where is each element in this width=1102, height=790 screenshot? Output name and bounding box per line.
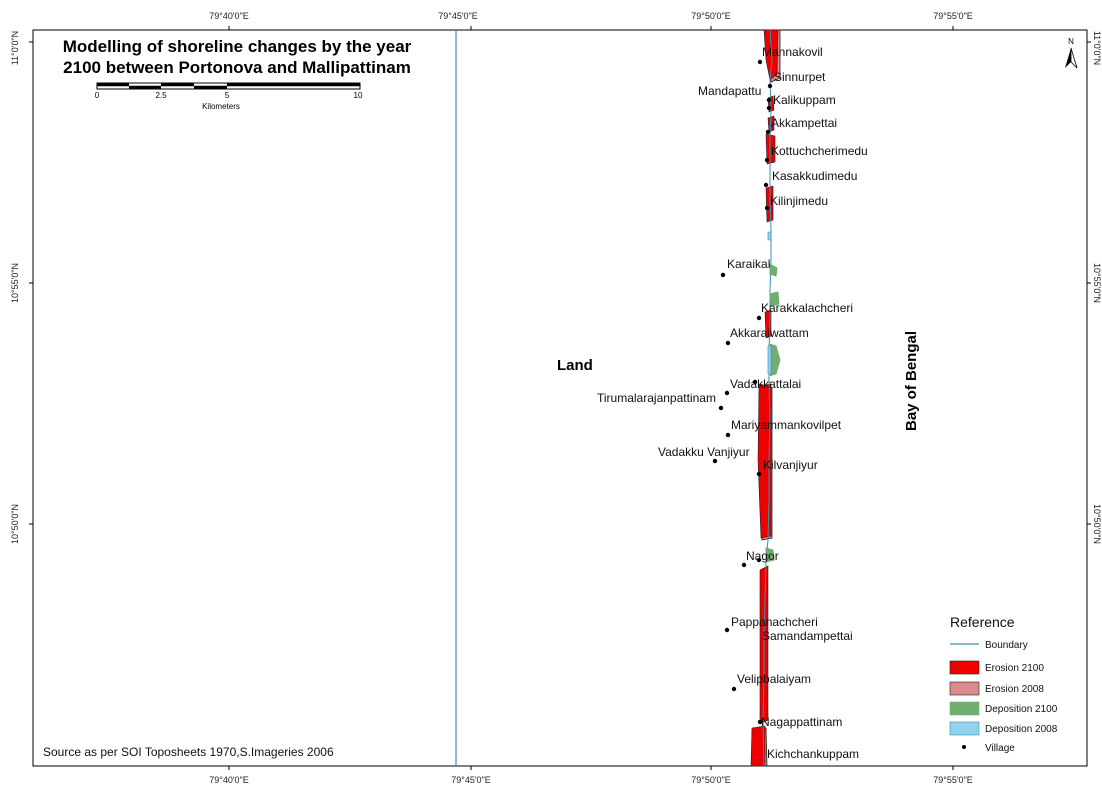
scale-bar [96,82,361,90]
graticule-bottom-label: 79°55'0"E [933,775,973,785]
village-point [757,59,763,65]
village-label: Mandapattu [698,84,761,98]
graticule-right-label: 10°55'0"N [1092,263,1102,303]
graticule-left-label: 10°50'0"N [10,504,20,544]
north-arrow-label: N [1068,37,1074,46]
graticule-bottom-label: 79°45'0"E [451,775,491,785]
graticule-right-label: 11°0'0"N [1092,31,1102,65]
sea-label: Bay of Bengal [903,331,920,431]
deposition-2100-zone [765,547,775,563]
village-point [767,83,773,89]
legend-item-label: Deposition 2100 [985,704,1058,715]
scale-tick-label: 2.5 [155,91,167,100]
legend-deposition-2008-swatch [949,721,980,736]
legend-item-label: Erosion 2008 [985,684,1044,695]
village-point [757,719,763,725]
legend-item-label: Deposition 2008 [985,724,1058,735]
graticule-top-label: 79°40'0"E [209,11,249,21]
village-label: Pappanachcheri [731,615,818,629]
village-label: Vadakku Vanjiyur [658,445,750,459]
village-point [725,432,731,438]
village-point [756,471,762,477]
village-label: Vadakkattalai [730,377,801,391]
map-frame [32,29,1088,767]
graticule-top-label: 79°45'0"E [438,11,478,21]
deposition-2008-zone [767,345,772,375]
map-title-line-2: 2100 between Portonova and Mallipattinam [63,58,411,77]
deposition-2100-zone [769,263,778,277]
village-point [752,379,758,385]
source-note: Source as per SOI Toposheets 1970,S.Imag… [43,745,334,759]
scale-tick-label: 0 [95,91,100,100]
graticule-top-label: 79°50'0"E [691,11,731,21]
village-point [765,129,771,135]
legend-title: Reference [950,614,1015,630]
village-point [764,205,770,211]
village-point [756,557,762,563]
village-label: Kottuchcherimedu [771,144,868,158]
village-label: Akkaraiwattam [730,326,809,340]
legend-item-label: Boundary [985,640,1028,651]
legend-erosion-2100-swatch [949,660,980,675]
graticule-left-label: 11°0'0"N [10,31,20,65]
erosion-2100-zone [763,29,779,81]
scale-tick-label: 5 [225,91,230,100]
village-point [725,340,731,346]
deposition-2100-zone [769,291,780,307]
village-label: Akkampettai [771,116,837,130]
legend-erosion-2008-swatch [949,681,980,696]
village-point [731,686,737,692]
deposition-2008-zone [767,231,772,241]
village-point [724,390,730,396]
legend-item-label: Erosion 2100 [985,663,1044,674]
graticule-bottom-label: 79°50'0"E [691,775,731,785]
village-point [720,272,726,278]
graticule-ticks [29,26,1091,770]
scale-tick-label: 10 [354,91,363,100]
village-label: Samandampettai [762,629,853,643]
erosion-2100-zone [750,725,766,767]
erosion-2100-zone [765,185,774,223]
map-title-line-1: Modelling of shoreline changes by the ye… [63,37,412,56]
land-label: Land [557,357,593,374]
village-point [724,627,730,633]
legend-item-label: Village [985,743,1015,754]
legend-village-swatch [962,745,966,749]
deposition-2100-zones [765,263,781,563]
village-point [712,458,718,464]
village-point [766,97,772,103]
village-label: Velipbalaiyam [737,672,811,686]
village-point [763,182,769,188]
deposition-2008-zones [767,231,772,375]
village-point [756,315,762,321]
graticule-bottom-label: 79°40'0"E [209,775,249,785]
village-point [741,562,747,568]
scale-unit-label: Kilometers [202,102,240,111]
graticule-top-label: 79°55'0"E [933,11,973,21]
village-label: Sinnurpet [774,70,826,84]
village-label: Mariyammankovilpet [731,418,842,432]
north-arrow-icon [1065,47,1078,69]
legend-deposition-2100-swatch [949,701,980,716]
village-label: Kasakkudimedu [772,169,857,183]
village-point [764,157,770,163]
village-label: Nagappattinam [761,715,842,729]
graticule-right-label: 10°50'0"N [1092,504,1102,544]
village-points [712,59,773,725]
village-point [766,105,772,111]
village-label: Kilvanjiyur [763,458,818,472]
village-point [718,405,724,411]
village-label: Kalikuppam [773,93,836,107]
graticule-left-label: 10°55'0"N [10,263,20,303]
village-label: Tirumalarajanpattinam [597,391,716,405]
village-label: Kichchankuppam [767,747,859,761]
village-label: Karakkalachcheri [761,301,853,315]
village-label: Kilinjimedu [770,194,828,208]
village-label: Nagor [746,549,779,563]
village-label: Karaikal [727,257,770,271]
village-label: Mannakovil [762,45,823,59]
